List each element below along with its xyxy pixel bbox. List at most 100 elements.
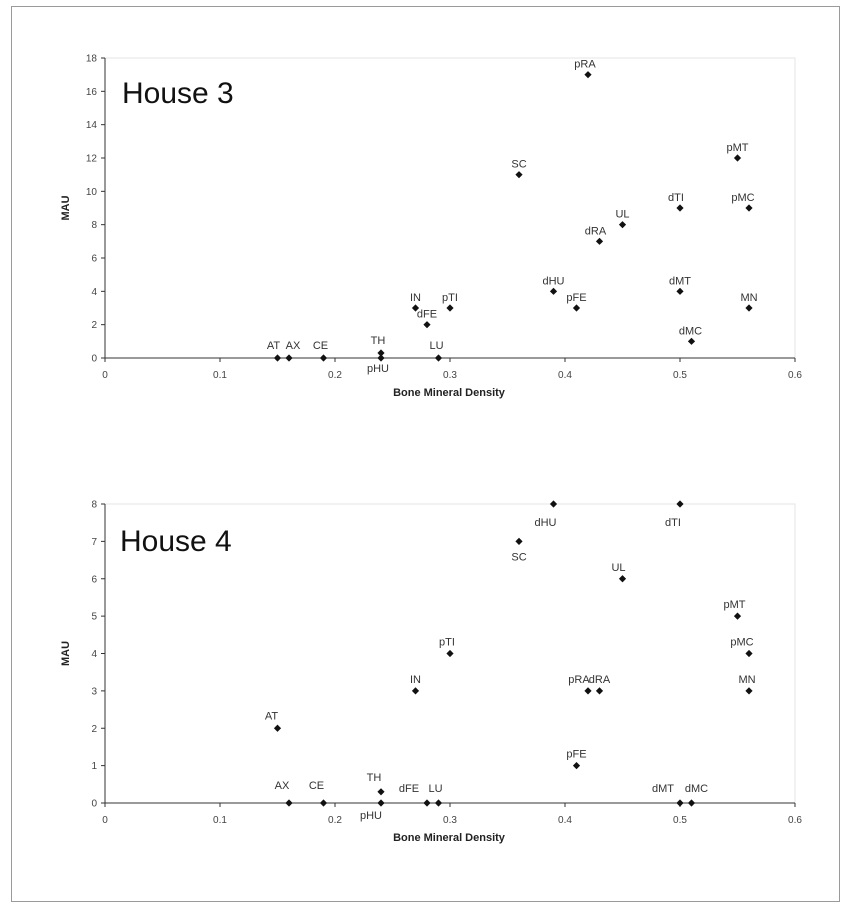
y-tick-label: 4 <box>91 649 97 660</box>
data-point-LU <box>434 799 443 807</box>
data-label-dRA: dRA <box>589 674 611 686</box>
data-label-dTI: dTI <box>665 517 681 529</box>
data-point-pHU <box>377 799 385 807</box>
x-tick-label: 0.1 <box>213 815 227 826</box>
data-label-MN: MN <box>740 292 757 304</box>
data-label-AT: AT <box>267 340 281 352</box>
x-tick-label: 0 <box>102 370 108 381</box>
data-point-dMT <box>676 287 684 295</box>
figure-frame <box>11 6 840 902</box>
data-label-pMC: pMC <box>731 192 754 204</box>
data-point-dMC <box>687 337 696 345</box>
data-label-LU: LU <box>428 783 442 795</box>
data-label-dTI: dTI <box>668 192 684 204</box>
data-point-TH <box>377 349 385 357</box>
chart-panel-1: 0 2 4 6 8 10 12 14 16 18 0 0.1 0.2 0.3 0.4 0.5 0.6 Bone M… <box>60 54 802 400</box>
data-label-SC: SC <box>511 551 526 563</box>
data-point-pFE <box>572 762 581 770</box>
y-tick-label: 0 <box>91 354 97 365</box>
data-point-dFE <box>423 321 431 329</box>
y-tick-label: 4 <box>91 287 97 298</box>
data-point-pTI <box>446 304 454 312</box>
data-label-pFE: pFE <box>566 749 586 761</box>
y-tick-label: 6 <box>91 574 97 585</box>
data-point-TH <box>377 788 385 796</box>
data-label-pHU: pHU <box>360 810 382 822</box>
chart-title: House 3 <box>122 77 234 110</box>
data-point-UL <box>618 221 627 229</box>
data-label-pRA: pRA <box>574 59 596 71</box>
data-label-pMT: pMT <box>724 599 746 611</box>
data-label-CE: CE <box>313 340 328 352</box>
data-label-pHU: pHU <box>367 363 389 375</box>
data-point-dHU <box>549 500 558 508</box>
x-axis-title: Bone Mineral Density <box>393 387 506 399</box>
data-label-pMT: pMT <box>727 142 749 154</box>
data-point-MN <box>745 304 753 312</box>
data-point-SC <box>515 171 523 179</box>
data-label-UL: UL <box>615 209 629 221</box>
data-label-SC: SC <box>511 159 526 171</box>
data-label-AT: AT <box>265 710 279 722</box>
data-label-dFE: dFE <box>399 783 419 795</box>
x-tick-label: 0.2 <box>328 815 342 826</box>
data-point-dFE <box>423 799 431 807</box>
data-label-AX: AX <box>286 340 301 352</box>
y-tick-label: 2 <box>91 320 97 331</box>
data-point-pMT <box>733 154 742 162</box>
x-axis-title: Bone Mineral Density <box>393 832 506 844</box>
data-label-dRA: dRA <box>585 225 607 237</box>
chart-panel-2: 0 1 2 3 4 5 6 7 8 0 0.1 0.2 0.3 0.4 0.5 0.6 Bone Mineral… <box>60 500 802 845</box>
x-tick-label: 0.6 <box>788 815 802 826</box>
x-tick-label: 0.5 <box>673 815 687 826</box>
data-point-MN <box>745 687 753 695</box>
y-tick-label: 14 <box>86 120 98 131</box>
data-label-dHU: dHU <box>534 517 556 529</box>
data-point-dHU <box>549 287 558 295</box>
data-point-CE <box>319 799 328 807</box>
data-point-LU <box>434 354 443 362</box>
data-label-pFE: pFE <box>566 292 586 304</box>
data-point-pMC <box>745 204 753 212</box>
data-label-IN: IN <box>410 674 421 686</box>
data-point-dTI <box>676 204 684 212</box>
y-tick-label: 7 <box>91 537 97 548</box>
data-point-pHU <box>377 354 385 362</box>
data-point-pFE <box>572 304 581 312</box>
data-point-SC <box>515 537 523 545</box>
data-label-IN: IN <box>410 292 421 304</box>
x-tick-label: 0.3 <box>443 815 457 826</box>
data-point-IN <box>411 687 420 695</box>
y-tick-label: 8 <box>91 220 97 231</box>
data-point-AT <box>273 354 282 362</box>
y-tick-label: 2 <box>91 724 97 735</box>
x-tick-label: 0.5 <box>673 370 687 381</box>
data-label-dMT: dMT <box>652 783 674 795</box>
data-point-UL <box>618 575 627 583</box>
data-point-AT <box>273 724 282 732</box>
data-label-LU: LU <box>429 340 443 352</box>
data-label-pMC: pMC <box>730 637 753 649</box>
x-tick-label: 0.1 <box>213 370 227 381</box>
data-label-TH: TH <box>371 335 386 347</box>
data-point-dMT <box>676 799 684 807</box>
data-point-IN <box>411 304 420 312</box>
data-label-dHU: dHU <box>542 275 564 287</box>
data-point-pTI <box>446 649 454 658</box>
y-tick-label: 12 <box>86 154 98 165</box>
data-label-pTI: pTI <box>442 292 458 304</box>
data-point-dRA <box>595 237 604 245</box>
y-tick-label: 1 <box>91 761 97 772</box>
data-point-pRA <box>584 71 592 79</box>
data-point-dRA <box>595 687 604 695</box>
data-label-dMT: dMT <box>669 275 691 287</box>
x-tick-label: 0.2 <box>328 370 342 381</box>
data-label-pRA: pRA <box>568 674 590 686</box>
data-point-pMT <box>733 612 742 620</box>
data-point-AX <box>285 354 293 362</box>
x-tick-label: 0.4 <box>558 815 572 826</box>
y-axis-title: MAU <box>60 641 72 666</box>
y-tick-label: 16 <box>86 87 98 98</box>
data-point-CE <box>319 354 328 362</box>
